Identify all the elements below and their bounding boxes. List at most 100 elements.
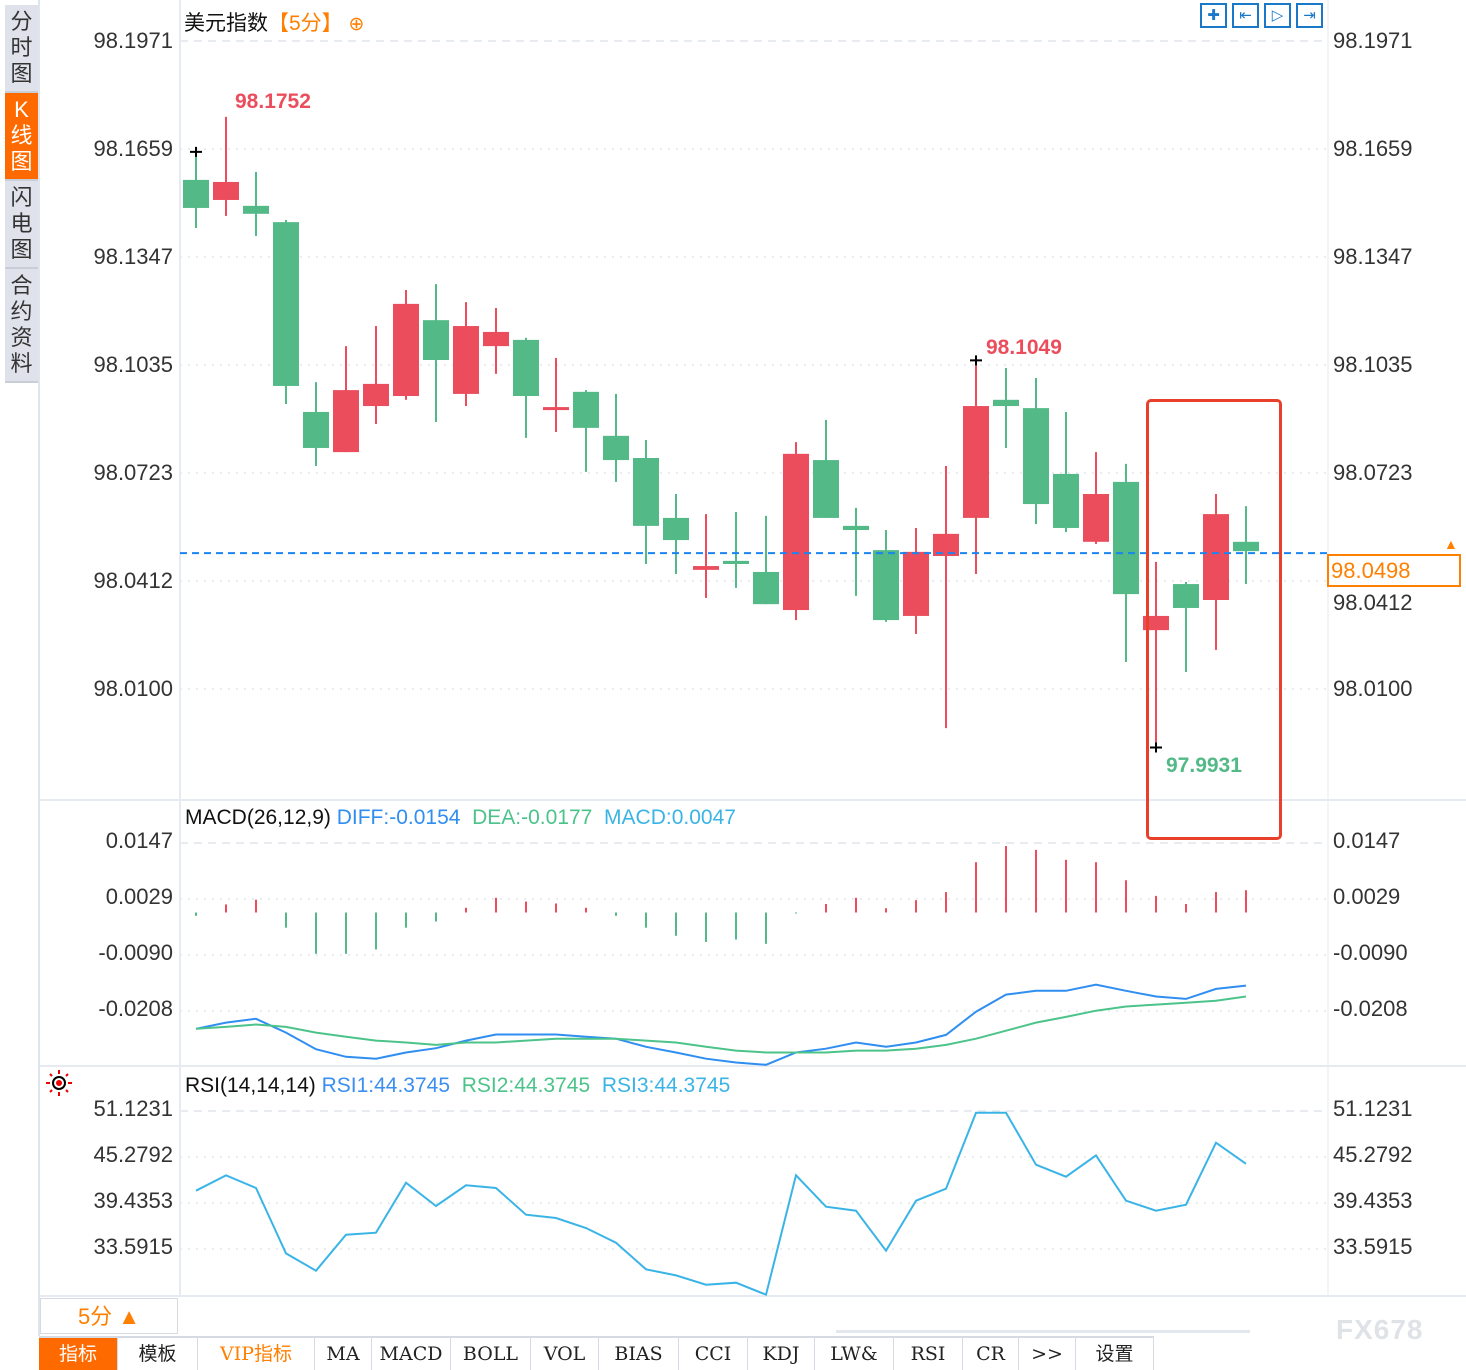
period-label: 【5分】 (268, 12, 343, 35)
candle-body (933, 533, 959, 557)
candle-body (963, 406, 989, 518)
left-axis-tick-label: 98.1971 (93, 28, 173, 53)
candle-body (183, 179, 209, 208)
rsi2-value: RSI2:44.3745 (461, 1074, 591, 1097)
tab-1[interactable]: 模板 (118, 1338, 198, 1370)
candle-body (543, 407, 569, 411)
zoom-to-start-icon[interactable]: ⇤ (1232, 3, 1259, 28)
right-axis-tick-label: 98.1347 (1333, 244, 1413, 269)
left-axis-tick-label: 39.4353 (93, 1188, 173, 1213)
extreme-marker (190, 146, 202, 157)
candle-body (393, 303, 419, 397)
chart-title-row: 美元指数【5分】 ⊕ (184, 7, 364, 37)
sidebar-item-label: K线图 (10, 97, 33, 174)
candle-body (993, 399, 1019, 407)
right-axis-tick-label: 98.1659 (1333, 136, 1413, 161)
candle-body (573, 391, 599, 428)
indicator-settings-icon[interactable] (44, 1068, 74, 1103)
chart-frame-border (38, 0, 40, 1336)
candle-body (1203, 514, 1229, 600)
right-axis-tick-label: -0.0090 (1333, 940, 1408, 965)
tab-8[interactable]: CCI (679, 1338, 748, 1370)
left-axis-tick-label: 0.0147 (105, 828, 173, 853)
indicator-tab-bar: 指标 模板 VIP指标 MA MACD BOLL VOL BIAS CCI KDJ LW& RSI CR… (39, 1336, 1154, 1370)
candle-body (1173, 584, 1199, 608)
left-axis-tick-label: 98.1347 (93, 244, 173, 269)
candle-body (1233, 541, 1259, 552)
candle-body (663, 517, 689, 541)
candle-body (273, 222, 299, 386)
candle-body (1053, 473, 1079, 528)
macd-dea-value: DEA:-0.0177 (472, 806, 593, 829)
crosshair-icon[interactable]: ✚ (1200, 3, 1227, 28)
candle-body (423, 320, 449, 360)
candle-body (333, 390, 359, 453)
candle-body (363, 383, 389, 407)
candle-body (303, 411, 329, 448)
chart-title: 美元指数【5分】 (184, 12, 343, 35)
right-axis-tick-label: -0.0208 (1333, 996, 1408, 1021)
candle-body (813, 460, 839, 518)
tab-6[interactable]: VOL (531, 1338, 599, 1370)
candle-body (213, 181, 239, 200)
sidebar-item-kline[interactable]: K线图 (5, 93, 38, 181)
left-axis-tick-label: 33.5915 (93, 1234, 173, 1259)
candle-body (1143, 615, 1169, 631)
tab-12[interactable]: CR (963, 1338, 1019, 1370)
candle-body (633, 457, 659, 526)
tab-14[interactable]: 设置 (1076, 1338, 1154, 1370)
right-axis-tick-label: 98.0100 (1333, 676, 1413, 701)
tab-4[interactable]: MACD (372, 1338, 451, 1370)
tab-10[interactable]: LW& (815, 1338, 894, 1370)
last-price-arrow-icon: ▲ (1444, 536, 1458, 552)
tab-13[interactable]: >> (1019, 1338, 1076, 1370)
tab-9[interactable]: KDJ (748, 1338, 815, 1370)
period-selector[interactable]: 5分 ▲ (40, 1298, 178, 1334)
sidebar-item-label: 合约资料 (10, 273, 33, 376)
jump-to-end-icon[interactable]: ⇥ (1296, 3, 1323, 28)
sidebar-item-contract-info[interactable]: 合约资料 (5, 269, 38, 383)
play-forward-icon[interactable]: ▷ (1264, 3, 1291, 28)
rsi3-value: RSI3:44.3745 (601, 1074, 731, 1097)
high-annotation: 98.1752 (235, 90, 311, 113)
tab-2[interactable]: VIP指标 (198, 1338, 315, 1370)
extreme-marker (1150, 742, 1162, 753)
circle-plus-icon[interactable]: ⊕ (348, 14, 365, 35)
tab-7[interactable]: BIAS (599, 1338, 679, 1370)
chart-type-sidebar: 分时图 K线图 闪电图 合约资料 (5, 5, 38, 383)
instrument-name: 美元指数 (184, 12, 268, 35)
last-price-tag: 98.0498 (1327, 554, 1461, 587)
scrollbar-track[interactable] (836, 1330, 1250, 1333)
candle-body (603, 435, 629, 461)
right-axis-tick-label: 45.2792 (1333, 1142, 1413, 1167)
sidebar-item-time-chart[interactable]: 分时图 (5, 5, 38, 93)
pane-divider (40, 799, 1466, 801)
left-axis-tick-label: 51.1231 (93, 1096, 173, 1121)
highlight-box (1146, 399, 1282, 840)
right-axis-tick-label: 98.1035 (1333, 352, 1413, 377)
tab-5[interactable]: BOLL (451, 1338, 531, 1370)
right-axis-tick-label: 98.0412 (1333, 590, 1413, 615)
left-axis-tick-label: 98.0412 (93, 568, 173, 593)
tab-11[interactable]: RSI (894, 1338, 963, 1370)
macd-value: MACD:0.0047 (604, 806, 736, 829)
sidebar-item-flash-chart[interactable]: 闪电图 (5, 181, 38, 269)
left-axis-tick-label: 98.0723 (93, 460, 173, 485)
candle-body (1023, 408, 1049, 505)
tab-0[interactable]: 指标 (39, 1338, 118, 1370)
candle-body (843, 525, 869, 531)
sidebar-item-label: 分时图 (10, 9, 33, 86)
pane-divider (40, 1065, 1466, 1067)
chart-toolbar: ✚ ⇤ ▷ ⇥ (1200, 0, 1330, 32)
pane-divider (40, 1295, 1466, 1297)
local-high-annotation: 98.1049 (986, 336, 1062, 359)
candle-body (693, 566, 719, 570)
right-axis-tick-label: 33.5915 (1333, 1234, 1413, 1259)
rsi1-value: RSI1:44.3745 (321, 1074, 451, 1097)
extreme-marker (970, 355, 982, 366)
left-axis-tick-label: 45.2792 (93, 1142, 173, 1167)
left-axis-tick-label: 98.0100 (93, 676, 173, 701)
macd-legend: MACD(26,12,9) DIFF:-0.0154 DEA:-0.0177 M… (185, 806, 736, 830)
tab-3[interactable]: MA (315, 1338, 372, 1370)
